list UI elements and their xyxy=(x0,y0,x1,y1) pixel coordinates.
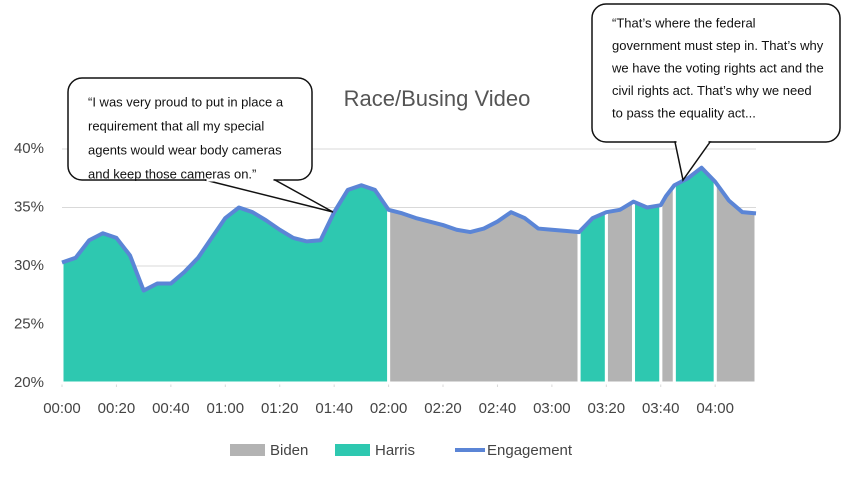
callout: “I was very proud to put in place a requi… xyxy=(67,77,334,213)
x-tick-label: 02:20 xyxy=(424,400,462,417)
y-tick-label: 40% xyxy=(14,140,44,157)
area-segment xyxy=(632,199,663,385)
area-segment xyxy=(60,183,391,385)
x-tick-label: 00:40 xyxy=(152,400,190,417)
x-tick-label: 01:00 xyxy=(207,400,245,417)
callout-box xyxy=(67,77,313,181)
x-tick-label: 03:40 xyxy=(642,400,680,417)
callout-box xyxy=(591,3,841,143)
legend-label: Biden xyxy=(270,442,308,459)
x-tick-label: 03:00 xyxy=(533,400,571,417)
y-tick-label: 35% xyxy=(14,198,44,215)
x-tick-label: 02:40 xyxy=(479,400,517,417)
x-tick-label: 03:20 xyxy=(588,400,626,417)
legend-swatch xyxy=(230,444,265,456)
callout: “That’s where the federal government must… xyxy=(591,3,841,182)
area-segment xyxy=(659,180,676,385)
x-tick-label: 01:20 xyxy=(261,400,299,417)
area-segment xyxy=(577,209,608,385)
legend-swatch xyxy=(335,444,370,456)
callout-text: agents would wear body cameras xyxy=(88,142,282,157)
callout-text: to pass the equality act... xyxy=(612,105,756,120)
x-tick-label: 02:00 xyxy=(370,400,408,417)
legend-label: Engagement xyxy=(487,442,573,459)
area-segment xyxy=(604,198,636,385)
x-tick-label: 00:00 xyxy=(43,400,81,417)
y-tick-label: 30% xyxy=(14,257,44,274)
y-tick-label: 20% xyxy=(14,374,44,391)
callout-text: and keep those cameras on.” xyxy=(88,166,256,181)
callout-text: civil rights act. That’s why we need xyxy=(612,83,812,98)
legend-label: Harris xyxy=(375,442,415,459)
x-tick-label: 04:00 xyxy=(696,400,734,417)
x-tick-label: 01:40 xyxy=(315,400,353,417)
callout-text: “That’s where the federal xyxy=(612,15,756,30)
callout-text: government must step in. That’s why xyxy=(612,38,824,53)
callout-text: “I was very proud to put in place a xyxy=(88,94,284,109)
y-tick-label: 25% xyxy=(14,315,44,332)
area-segment xyxy=(387,207,581,385)
callout-text: we have the voting rights act and the xyxy=(611,60,824,75)
area-segment xyxy=(672,165,717,385)
engagement-line xyxy=(61,165,757,293)
chart-title: Race/Busing Video xyxy=(344,86,531,111)
x-tick-label: 00:20 xyxy=(98,400,136,417)
callout-text: requirement that all my special xyxy=(88,118,264,133)
